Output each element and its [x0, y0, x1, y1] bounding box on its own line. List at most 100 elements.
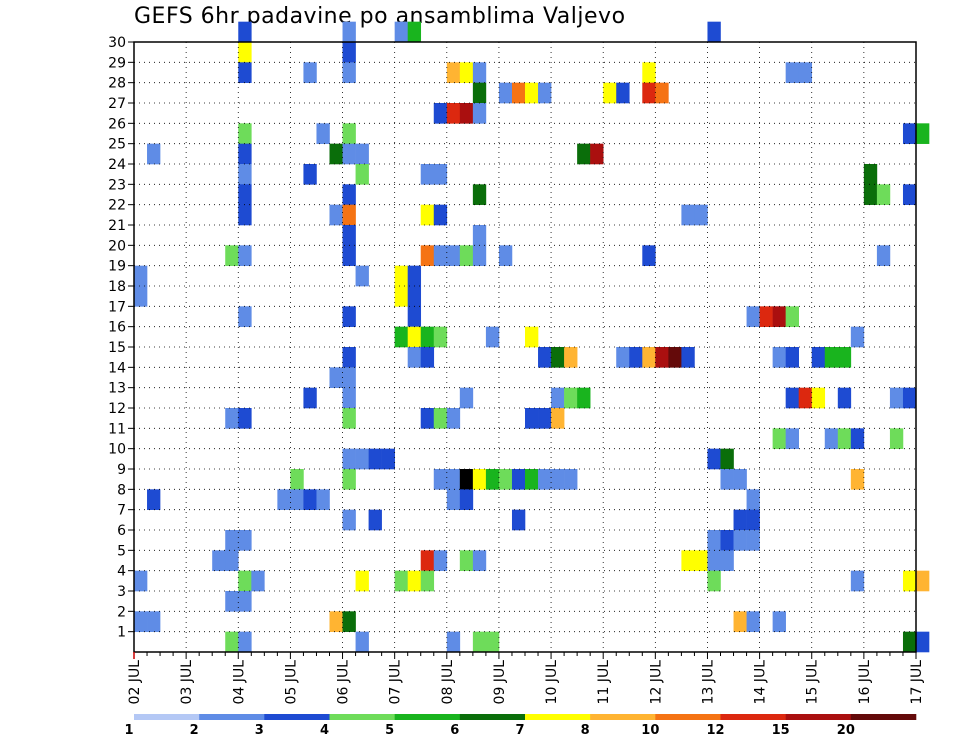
y-tick-label: 30 [108, 35, 126, 51]
colorbar-swatch [655, 714, 721, 720]
heatmap-cell [472, 631, 487, 653]
heatmap-cell [342, 387, 356, 409]
heatmap-cell [850, 469, 865, 490]
heatmap-cell [420, 164, 435, 185]
heatmap-cell [707, 21, 721, 43]
colorbar-swatch [850, 714, 917, 720]
heatmap-cell [785, 347, 799, 368]
x-tick-label: 08 JUL [440, 660, 456, 705]
y-tick-label: 18 [108, 279, 126, 295]
heatmap-cell [551, 347, 565, 368]
heatmap-cell [342, 347, 356, 368]
heatmap-cell [342, 204, 356, 226]
heatmap-cell [472, 225, 487, 246]
heatmap-cell [498, 469, 513, 490]
heatmap-cell [889, 387, 904, 409]
heatmap-cell [394, 326, 408, 348]
heatmap-cell [342, 611, 356, 632]
heatmap-cell [811, 347, 826, 368]
heatmap-cell [355, 265, 369, 287]
x-tick-label: 03 JUL [179, 660, 195, 705]
heatmap-cell [902, 570, 917, 592]
heatmap-cell [733, 530, 747, 551]
x-tick-label: 10 JUL [544, 660, 560, 705]
heatmap-cell [564, 347, 578, 368]
heatmap-cell [342, 408, 356, 429]
y-tick-label: 11 [108, 421, 126, 437]
grid-lines [134, 42, 916, 652]
heatmap-cell [733, 509, 747, 531]
y-tick-label: 16 [108, 320, 126, 336]
heatmap-cell [134, 286, 148, 307]
heatmap-cell [772, 306, 786, 327]
heatmap-cell [564, 469, 578, 490]
heatmap-cell [498, 82, 513, 104]
heatmap-cell [446, 631, 461, 653]
heatmap-cell [342, 306, 356, 327]
y-tick-label: 22 [108, 198, 126, 214]
heatmap-cell [694, 204, 708, 226]
heatmap-cell [394, 286, 408, 307]
colorbar-label: 2 [190, 723, 199, 738]
heatmap-cell [603, 82, 617, 104]
heatmap-cell [459, 62, 474, 83]
heatmap-cell [681, 204, 695, 226]
heatmap-cell [433, 550, 448, 571]
heatmap-cell [668, 347, 682, 368]
colorbar-swatch [264, 714, 330, 720]
heatmap-cell [538, 347, 552, 368]
heatmap-cell [564, 387, 578, 409]
x-tick-label: 14 JUL [753, 660, 769, 705]
heatmap-cell [616, 82, 630, 104]
y-tick-label: 1 [117, 625, 126, 641]
heatmap-cell [303, 387, 317, 409]
heatmap-cell [251, 570, 265, 592]
heatmap-cell [916, 123, 930, 144]
heatmap-cell [889, 428, 904, 449]
y-tick-label: 4 [117, 564, 126, 580]
heatmap-cell [238, 21, 252, 43]
y-tick-label: 7 [117, 503, 126, 519]
colorbar-label: 4 [320, 723, 329, 738]
x-tick-label: 13 JUL [701, 660, 717, 705]
heatmap-cell [238, 164, 252, 185]
heatmap-cell [916, 631, 930, 653]
heatmap-cell [837, 347, 852, 368]
heatmap-cell [420, 408, 435, 429]
heatmap-cell [511, 469, 526, 490]
heatmap-cell [342, 62, 356, 83]
heatmap-cell [746, 489, 760, 510]
heatmap-cell [368, 448, 382, 470]
y-tick-label: 24 [108, 157, 126, 173]
heatmap-cell [433, 326, 448, 348]
heatmap-cell [394, 265, 408, 287]
heatmap-cell [238, 408, 252, 429]
heatmap-cell [642, 82, 656, 104]
heatmap-cell [446, 62, 461, 83]
heatmap-cell [147, 611, 161, 632]
heatmap-cell [342, 143, 356, 165]
heatmap-cell [238, 184, 252, 205]
y-tick-label: 28 [108, 76, 126, 92]
x-axis: 02 JUL 03 JUL 04 JUL 05 JUL 06 JUL 07 JUL 08 J… [127, 652, 925, 704]
x-tick-label: 04 JUL [231, 660, 247, 705]
heatmap-cell [433, 469, 448, 490]
heatmap-cell [511, 82, 526, 104]
heatmap-cell [746, 509, 760, 531]
colorbar: 1 2 3 4 5 6 7 8 10 12 15 20 [124, 714, 917, 738]
heatmap-cell [420, 245, 435, 266]
heatmap-cell [642, 347, 656, 368]
heatmap-cell [525, 82, 539, 104]
heatmap-cell [472, 469, 487, 490]
x-tick-label: 09 JUL [492, 660, 508, 705]
heatmap-cell [134, 570, 148, 592]
heatmap-cell [472, 62, 487, 83]
heatmap-cell [420, 347, 435, 368]
heatmap-cell [772, 347, 786, 368]
heatmap-cell [433, 204, 448, 226]
heatmap-cell [876, 184, 891, 205]
y-tick-label: 15 [108, 340, 126, 356]
heatmap-cell [485, 631, 500, 653]
heatmap-cell [577, 143, 591, 165]
